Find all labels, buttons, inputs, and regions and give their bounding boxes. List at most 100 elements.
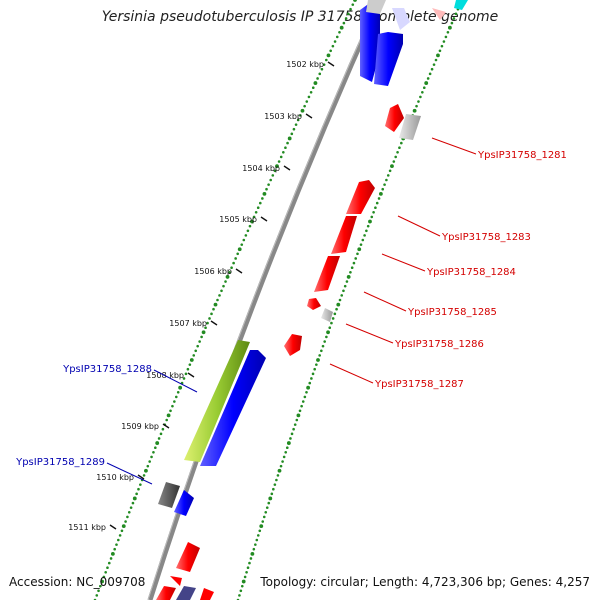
track-dot — [276, 474, 280, 477]
track-dot — [289, 437, 292, 440]
track-dot — [189, 358, 194, 362]
track-dot — [290, 132, 294, 136]
track-dot — [100, 579, 105, 584]
track-dot — [331, 317, 335, 320]
track-dot — [412, 108, 417, 113]
track-dot — [225, 275, 230, 279]
track-dot — [241, 579, 246, 584]
track-dot — [333, 312, 337, 316]
track-dot — [220, 289, 223, 293]
track-dot — [419, 95, 422, 99]
gene-label: YpsIP31758_1289 — [15, 457, 105, 468]
track-dot — [338, 31, 341, 34]
gene-label: YpsIP31758_1286 — [394, 339, 484, 350]
track-dot — [132, 496, 137, 501]
track-dot — [148, 460, 151, 463]
track-dot — [354, 257, 357, 260]
track-dot — [273, 483, 277, 486]
track-dot — [311, 86, 315, 89]
track-dot — [243, 575, 247, 579]
track-dot — [381, 187, 385, 191]
track-dot — [154, 446, 157, 449]
gene-arrow — [176, 586, 196, 600]
track-dot — [318, 354, 321, 357]
track-dot — [237, 247, 242, 252]
track-dot — [357, 247, 362, 252]
track-dot — [186, 367, 190, 371]
track-dot — [284, 451, 288, 454]
track-dot — [356, 252, 359, 256]
gene-label-connector — [397, 215, 441, 237]
gene-arrow — [454, 0, 468, 10]
kbp-tick-mark — [137, 474, 145, 480]
track-dot — [331, 44, 335, 48]
track-dot — [320, 67, 324, 71]
track-dot — [107, 561, 111, 565]
track-dot — [432, 63, 436, 66]
track-dot — [264, 511, 268, 514]
track-dot — [342, 21, 346, 25]
track-dot — [99, 584, 102, 588]
track-dot — [442, 40, 446, 43]
track-dot — [335, 307, 338, 311]
track-dot — [121, 524, 126, 529]
track-dot — [359, 243, 363, 246]
track-dot — [295, 418, 299, 422]
track-dot — [400, 141, 403, 145]
track-dot — [370, 215, 374, 219]
track-dot — [258, 201, 262, 205]
accession-text: Accession: NC_009708 — [9, 575, 146, 589]
track-dot — [308, 381, 312, 385]
track-dot — [305, 100, 309, 103]
track-dot — [262, 515, 266, 519]
track-dot — [184, 372, 188, 376]
track-dot — [386, 174, 390, 177]
kbp-tick-mark — [162, 423, 170, 429]
gene-arrow — [200, 350, 266, 466]
track-dot — [286, 441, 291, 445]
track-dot — [178, 385, 183, 390]
track-dot — [366, 224, 370, 228]
track-dot — [277, 468, 282, 473]
track-dot — [313, 81, 318, 85]
track-dot — [126, 515, 129, 519]
track-dot — [388, 169, 392, 173]
track-dot — [378, 191, 383, 196]
track-dot — [250, 219, 254, 224]
track-dot — [338, 298, 342, 302]
gene-arrow — [385, 104, 404, 132]
track-dot — [109, 557, 113, 560]
track-dot — [330, 321, 333, 325]
track-dot — [245, 571, 248, 574]
track-dot — [131, 501, 135, 505]
kbp-tick-mark — [283, 165, 291, 171]
gene-arrow — [360, 0, 380, 82]
track-dot — [309, 91, 313, 94]
track-dot — [448, 25, 452, 30]
track-dot — [285, 446, 289, 449]
track-dot — [377, 197, 381, 200]
track-dot — [279, 464, 283, 468]
track-dot — [347, 12, 350, 16]
track-dot — [198, 340, 201, 343]
track-dot — [329, 49, 332, 53]
track-dot — [146, 464, 150, 468]
track-dot — [161, 427, 165, 431]
track-dot — [113, 547, 116, 551]
track-dot — [350, 266, 354, 269]
kbp-tick-label: 1505 kbp — [219, 215, 257, 224]
track-dot — [174, 395, 178, 399]
track-dot — [159, 432, 163, 436]
gene-arrow — [174, 490, 194, 516]
track-dot — [342, 289, 345, 293]
track-dot — [259, 524, 264, 529]
track-dot — [315, 363, 318, 366]
track-dot — [396, 151, 399, 154]
track-dot — [144, 468, 148, 473]
track-dot — [286, 141, 289, 145]
kbp-tick-mark — [210, 320, 218, 326]
gene-arrow — [200, 588, 214, 600]
track-dot — [269, 178, 273, 182]
track-dot — [454, 12, 458, 16]
gene-label: YpsIP31758_1284 — [426, 267, 516, 278]
